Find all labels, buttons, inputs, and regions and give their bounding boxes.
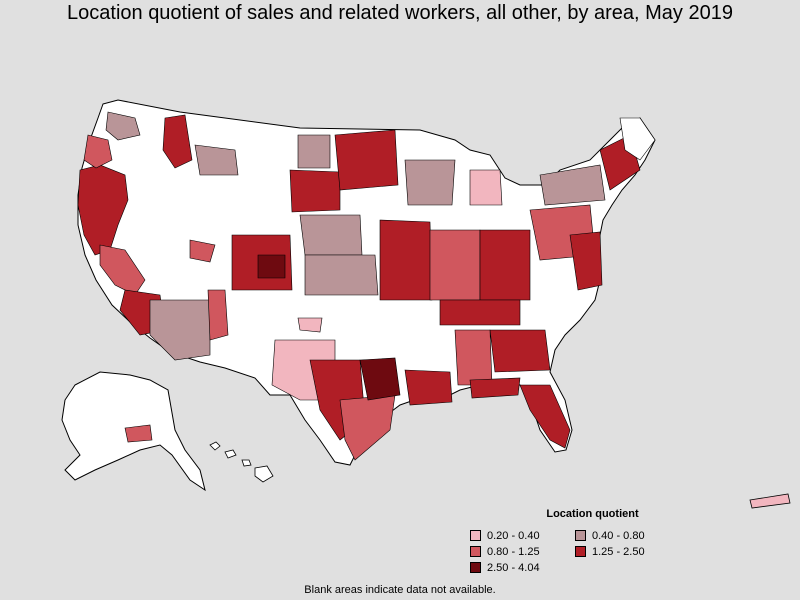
region-northern-california xyxy=(77,164,129,256)
region-idaho-north xyxy=(162,114,193,169)
legend-swatch xyxy=(470,530,481,541)
legend-label: 0.40 - 0.80 xyxy=(592,529,645,542)
legend-item-2-50-4-04: 2.50 - 4.04 xyxy=(470,561,575,574)
legend-label: 2.50 - 4.04 xyxy=(487,561,540,574)
legend-swatch xyxy=(470,546,481,557)
legend-label: 0.20 - 0.40 xyxy=(487,529,540,542)
hawaii xyxy=(209,441,274,483)
region-wisconsin xyxy=(404,159,456,206)
region-georgia-carolinas xyxy=(489,329,551,373)
legend-item-1-25-2-50: 1.25 - 2.50 xyxy=(575,545,685,558)
legend-label: 1.25 - 2.50 xyxy=(592,545,645,558)
footnote: Blank areas indicate data not available. xyxy=(304,584,496,596)
region-ohio-kentucky xyxy=(479,229,531,301)
region-oregon-west xyxy=(83,134,113,169)
legend-title: Location quotient xyxy=(546,508,639,520)
region-nebraska xyxy=(299,214,363,256)
legend-item-0-40-0-80: 0.40 - 0.80 xyxy=(575,529,685,542)
region-iowa-missouri xyxy=(379,219,433,301)
region-florida xyxy=(519,384,571,449)
region-illinois-indiana xyxy=(429,229,481,301)
region-maine-north xyxy=(619,117,656,161)
region-alabama-mississippi xyxy=(454,329,493,386)
legend-item-0-20-0-40: 0.20 - 0.40 xyxy=(470,529,575,542)
region-kansas xyxy=(304,254,379,296)
legend-item-0-80-1-25: 0.80 - 1.25 xyxy=(470,545,575,558)
legend-label: 0.80 - 1.25 xyxy=(487,545,540,558)
region-arizona xyxy=(149,299,211,361)
region-louisiana xyxy=(404,369,453,406)
region-texas-east xyxy=(359,357,401,401)
legend-swatch xyxy=(575,546,586,557)
region-minnesota-west xyxy=(334,129,399,191)
alaska-region xyxy=(124,424,153,443)
map-regions xyxy=(77,111,656,461)
legend-swatch xyxy=(470,562,481,573)
puerto-rico xyxy=(749,493,791,509)
legend: Location quotient 0.20 - 0.40 0.40 - 0.8… xyxy=(470,508,700,574)
map-title: Location quotient of sales and related w… xyxy=(67,2,733,24)
region-arizona-south xyxy=(207,289,229,341)
region-florida-gulf xyxy=(469,377,521,399)
region-colorado-east xyxy=(257,254,286,279)
region-oklahoma-panhandle xyxy=(297,317,323,333)
region-mid-atlantic xyxy=(569,231,603,291)
region-north-dakota xyxy=(297,134,331,169)
region-new-york xyxy=(539,164,606,206)
region-wyoming-south xyxy=(289,169,341,213)
legend-swatch xyxy=(575,530,586,541)
region-nevada-utah xyxy=(189,239,216,263)
region-tennessee xyxy=(439,299,521,326)
region-montana-west xyxy=(194,144,239,176)
region-washington xyxy=(105,111,141,141)
region-michigan xyxy=(469,169,503,206)
